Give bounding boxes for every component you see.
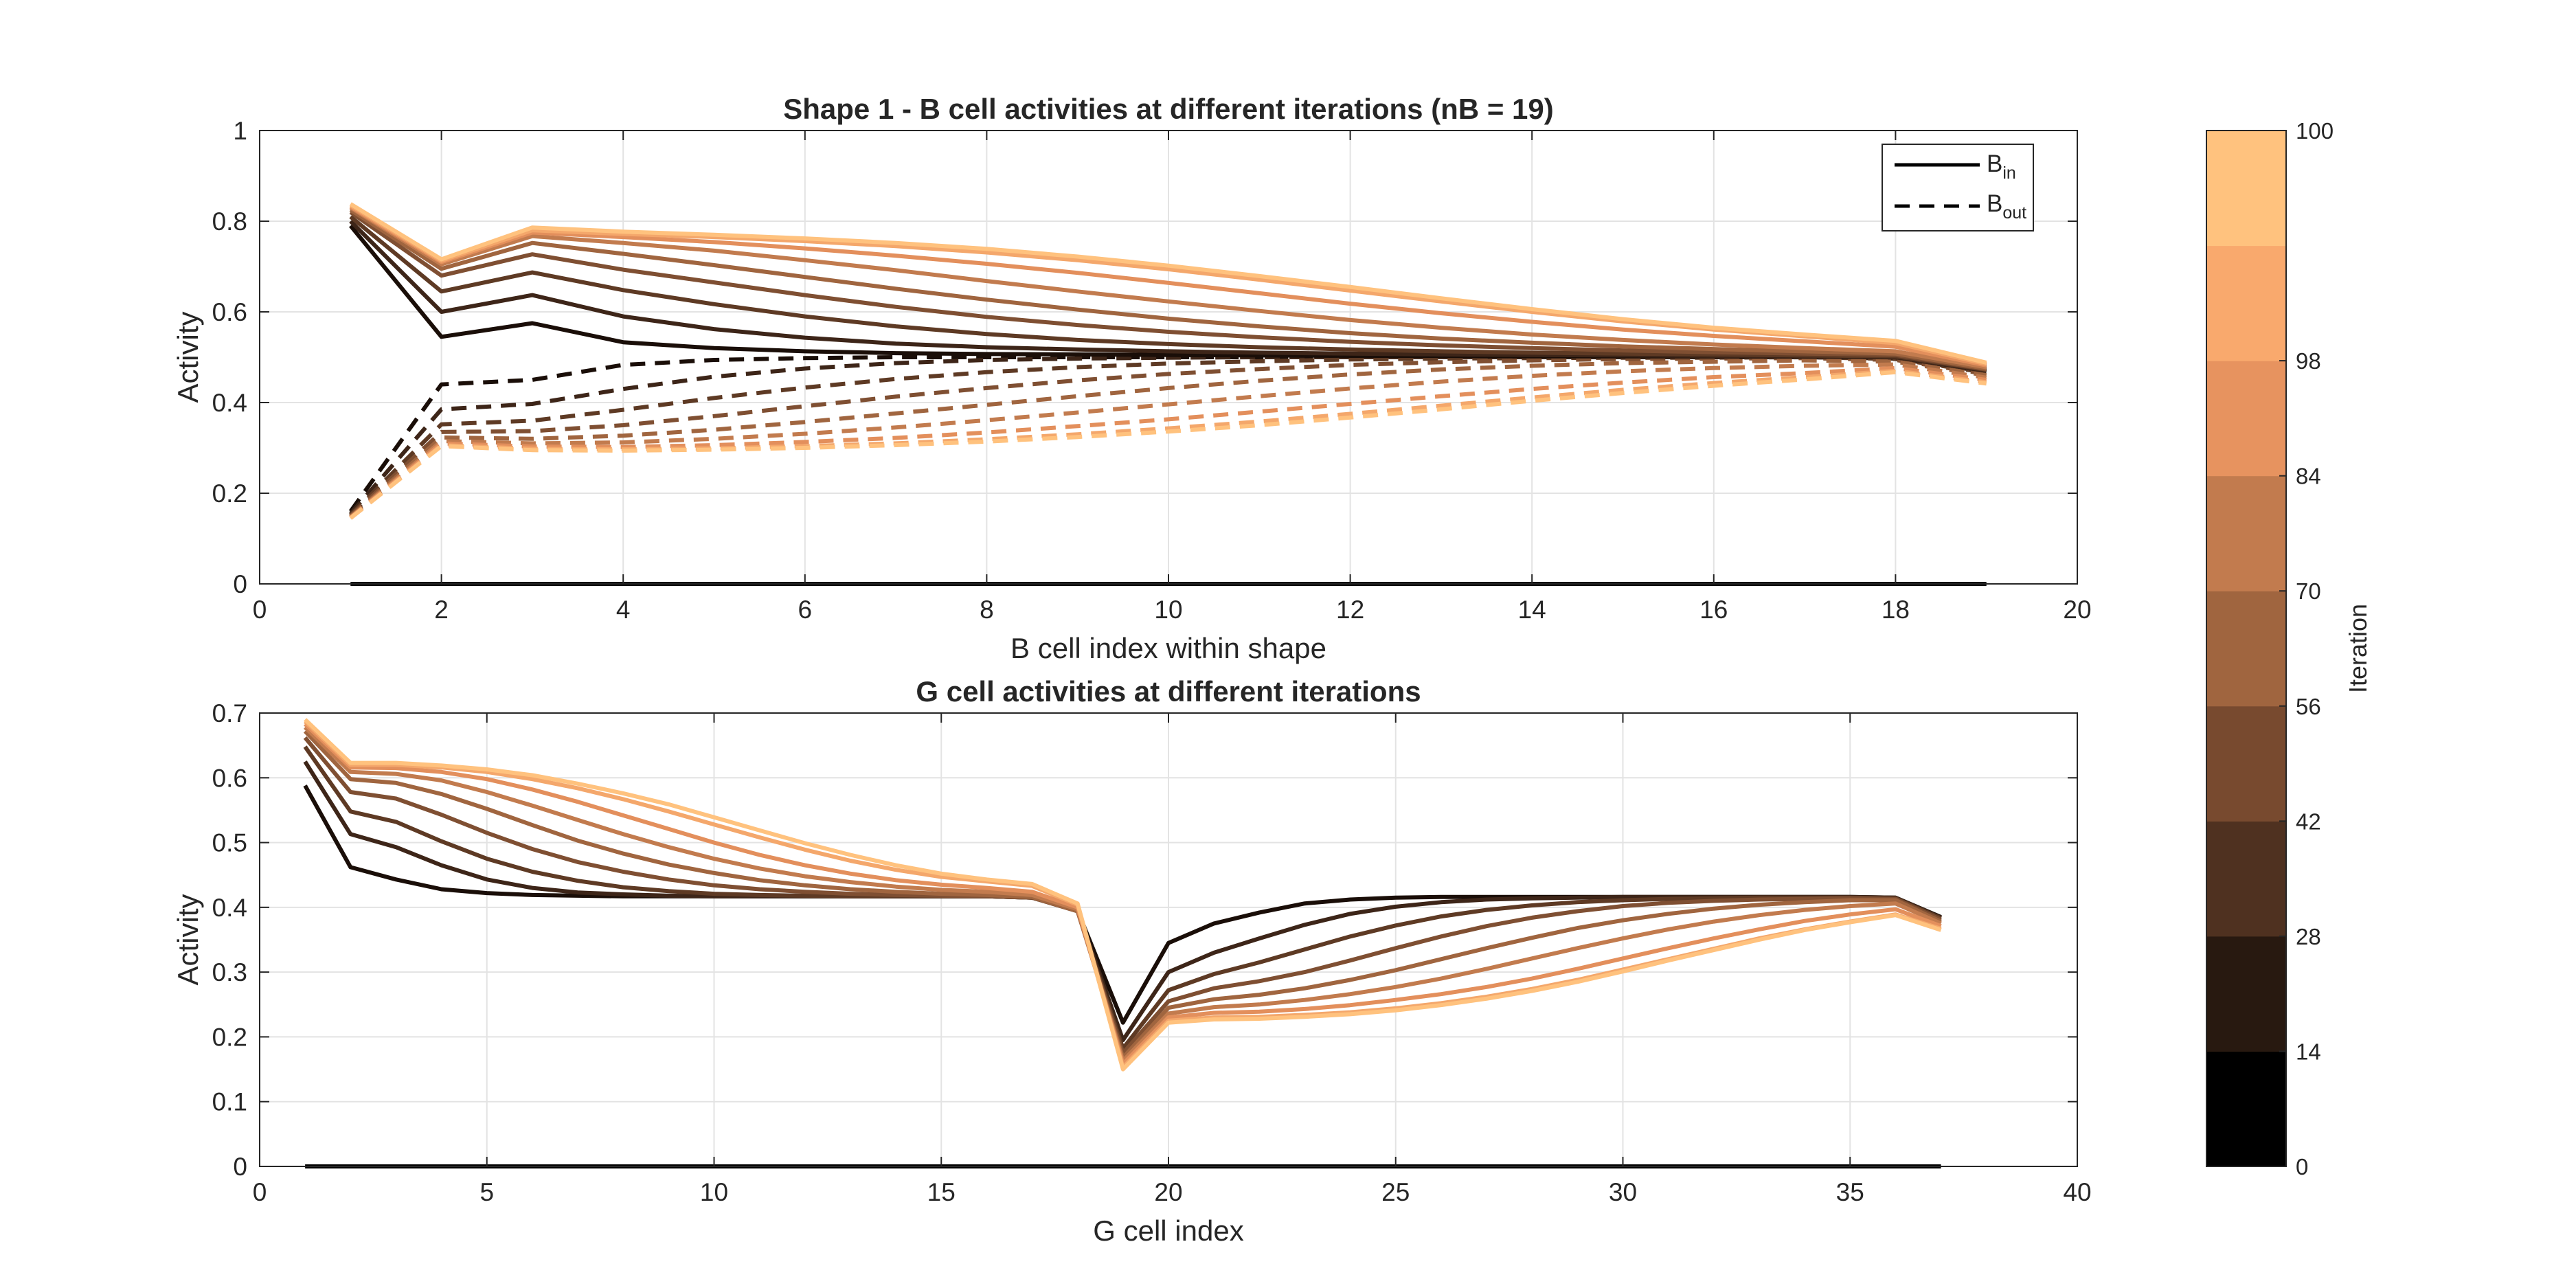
b-cell-in-series-line (349, 205, 1987, 370)
g-cell-gridlines (260, 713, 2077, 1166)
g-cell-plot: 0 5 10 15 20 25 30 35 40 0 0.1 0.2 0.3 0.4 0.5 0.6 0.7 G… (172, 675, 2092, 1247)
g-cell-x-tick-label: 40 (2063, 1178, 2091, 1206)
b-cell-x-tick-label: 4 (616, 596, 631, 624)
g-cell-tick-labels: 0 5 10 15 20 25 30 35 40 0 0.1 0.2 0.3 0.4 0.5 0.6 0.7 (212, 699, 2092, 1206)
g-cell-axes-box (259, 712, 2078, 1167)
b-cell-y-axis-label: Activity (172, 311, 204, 403)
b-cell-out-series-line (349, 355, 1987, 517)
colorbar-tick-label: 100 (2296, 118, 2334, 144)
colorbar-ticks: 0 14 28 42 56 70 84 98 100 (2279, 118, 2334, 1179)
b-cell-y-tick-label: 0.2 (212, 479, 247, 508)
colorbar-tick-label: 84 (2296, 464, 2321, 489)
colorbar-block (2206, 475, 2286, 591)
g-cell-series-line (304, 718, 1942, 1072)
colorbar-blocks (2206, 131, 2286, 1167)
colorbar-block (2206, 936, 2286, 1052)
b-cell-axes-frame (259, 130, 2078, 585)
legend-entry-b-in: Bin (1987, 150, 2016, 183)
b-cell-x-axis-label: B cell index within shape (1010, 632, 1326, 664)
legend-entry-b-out-base: B (1987, 190, 2002, 217)
b-cell-in-series-line (349, 202, 1987, 365)
b-cell-x-tick-label: 12 (1336, 596, 1364, 624)
colorbar-block (2206, 821, 2286, 937)
b-cell-out-series-line (349, 370, 1987, 520)
colorbar-tick-label: 28 (2296, 924, 2321, 949)
g-cell-y-tick-label: 0.6 (212, 764, 247, 792)
g-cell-y-tick-label: 0.5 (212, 829, 247, 857)
colorbar-tick-label: 70 (2296, 578, 2321, 604)
b-cell-axes-box (259, 130, 2078, 585)
b-cell-x-tick-label: 10 (1154, 596, 1182, 624)
b-cell-in-series-line (349, 205, 1987, 368)
b-cell-out-series-line (349, 362, 1987, 519)
colorbar-block (2206, 591, 2286, 707)
b-cell-out-series-line (349, 356, 1987, 518)
legend-entry-b-out: Bout (1987, 190, 2026, 223)
legend-box (1882, 144, 2034, 231)
g-cell-x-tick-label: 35 (1836, 1178, 1864, 1206)
g-cell-y-tick-label: 0.1 (212, 1088, 247, 1116)
colorbar-tick-label: 56 (2296, 694, 2321, 719)
b-cell-x-tick-label: 8 (980, 596, 994, 624)
g-cell-x-tick-label: 15 (927, 1178, 956, 1206)
colorbar-tick-label: 0 (2296, 1154, 2308, 1179)
legend: Bin Bout (1882, 144, 2034, 231)
g-cell-x-axis-label: G cell index (1093, 1214, 1243, 1247)
b-cell-series (348, 202, 1987, 586)
g-cell-y-axis-label: Activity (172, 894, 204, 985)
b-cell-y-tick-label: 1 (233, 117, 247, 145)
colorbar-label: Iteration (2344, 604, 2372, 693)
b-cell-y-tick-label: 0.4 (212, 389, 247, 417)
g-cell-x-tick-label: 30 (1609, 1178, 1637, 1206)
b-cell-x-tick-label: 20 (2063, 596, 2091, 624)
b-cell-x-tick-label: 18 (1882, 596, 1910, 624)
b-cell-out-series-line (349, 365, 1987, 519)
b-cell-plot: 0 2 4 6 8 10 12 14 16 18 20 0 0.2 0.4 0.6 0.8 1 Shape 1 … (172, 93, 2092, 664)
b-cell-tick-labels: 0 2 4 6 8 10 12 14 16 18 20 0 0.2 0.4 0.6 0.8 1 (212, 117, 2092, 624)
colorbar-tick-label: 42 (2296, 809, 2321, 834)
g-cell-x-tick-label: 20 (1154, 1178, 1182, 1206)
legend-entry-b-out-sub: out (2002, 203, 2026, 223)
colorbar-block (2206, 361, 2286, 477)
g-cell-y-tick-label: 0.3 (212, 958, 247, 986)
legend-entry-b-in-sub: in (2002, 163, 2015, 183)
b-cell-out-series-line (349, 358, 1987, 519)
g-cell-plot-title: G cell activities at different iteration… (916, 675, 1421, 708)
b-cell-x-tick-label: 14 (1518, 596, 1546, 624)
colorbar-block (2206, 1051, 2286, 1167)
g-cell-axes-frame (259, 712, 2078, 1167)
g-cell-x-tick-label: 25 (1381, 1178, 1410, 1206)
b-cell-x-tick-label: 16 (1699, 596, 1728, 624)
iteration-colorbar: 0 14 28 42 56 70 84 98 100 Iteration (2206, 118, 2372, 1179)
g-cell-y-tick-label: 0.7 (212, 699, 247, 727)
g-cell-x-tick-label: 10 (700, 1178, 728, 1206)
b-cell-x-tick-label: 0 (253, 596, 267, 624)
b-cell-y-tick-label: 0 (233, 570, 247, 598)
b-cell-x-tick-label: 6 (798, 596, 813, 624)
g-cell-y-tick-label: 0 (233, 1153, 247, 1181)
g-cell-y-tick-label: 0.2 (212, 1023, 247, 1051)
colorbar-tick-label: 98 (2296, 348, 2321, 374)
colorbar-block (2206, 245, 2286, 361)
b-cell-x-tick-label: 2 (434, 596, 449, 624)
b-cell-in-series-line (349, 215, 1987, 372)
colorbar-block (2206, 705, 2286, 822)
b-cell-y-tick-label: 0.6 (212, 298, 247, 326)
legend-entry-b-in-base: B (1987, 150, 2002, 177)
b-cell-y-tick-label: 0.8 (212, 207, 247, 236)
g-cell-x-tick-label: 5 (479, 1178, 494, 1206)
b-cell-in-series-line (349, 207, 1987, 371)
g-cell-y-tick-label: 0.4 (212, 894, 247, 922)
colorbar-block (2206, 131, 2286, 247)
colorbar-frame (2206, 130, 2287, 1167)
b-cell-in-series-line (349, 210, 1987, 372)
colorbar-tick-label: 14 (2296, 1039, 2321, 1064)
b-cell-plot-title: Shape 1 - B cell activities at different… (783, 93, 1554, 125)
g-cell-x-tick-label: 0 (253, 1178, 267, 1206)
